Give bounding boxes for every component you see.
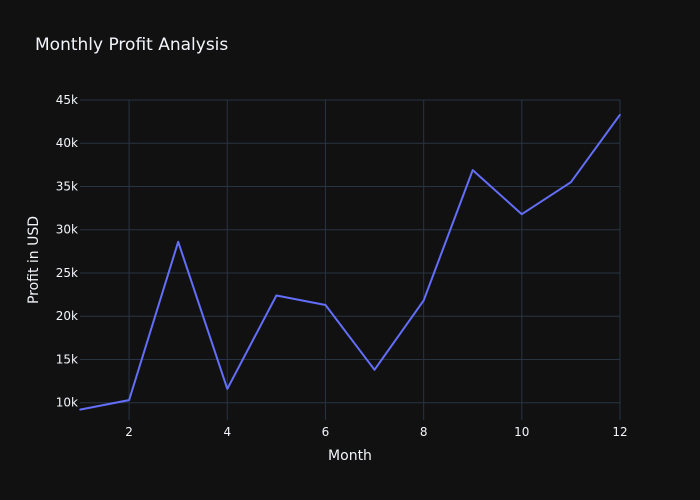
data-point <box>324 304 327 306</box>
data-point <box>471 169 474 171</box>
y-tick-label: 40k <box>56 136 78 150</box>
data-point <box>570 181 572 183</box>
x-axis-ticks: 2 4 6 8 10 12 <box>125 425 627 439</box>
x-tick-label: 4 <box>223 425 231 439</box>
chart-title: Monthly Profit Analysis <box>35 35 228 55</box>
data-point <box>521 213 523 215</box>
y-tick-label: 30k <box>56 223 78 237</box>
y-axis-ticks: 10k 15k 20k 25k 30k 35k 40k 45k <box>56 93 78 410</box>
data-point <box>226 388 229 390</box>
data-point <box>177 241 179 243</box>
x-tick-label: 8 <box>420 425 428 439</box>
y-axis-title: Profit in USD <box>26 216 42 304</box>
data-point <box>422 299 425 302</box>
data-point <box>79 408 81 411</box>
grid-layer <box>80 99 621 420</box>
x-tick-label: 6 <box>322 425 330 439</box>
y-tick-label: 15k <box>56 352 78 366</box>
y-tick-label: 25k <box>56 266 78 280</box>
x-tick-label: 2 <box>125 425 133 439</box>
data-point <box>373 369 376 371</box>
series-layer <box>79 113 621 411</box>
x-tick-label: 10 <box>514 425 529 439</box>
data-point <box>128 399 130 401</box>
data-point <box>275 294 278 297</box>
y-tick-label: 45k <box>56 93 78 107</box>
y-tick-label: 20k <box>56 309 78 323</box>
y-tick-label: 10k <box>56 396 78 410</box>
series-line <box>79 114 621 411</box>
data-point <box>619 113 621 116</box>
x-axis-title: Month <box>328 448 372 464</box>
y-tick-label: 35k <box>56 179 78 193</box>
x-tick-label: 12 <box>612 425 627 439</box>
